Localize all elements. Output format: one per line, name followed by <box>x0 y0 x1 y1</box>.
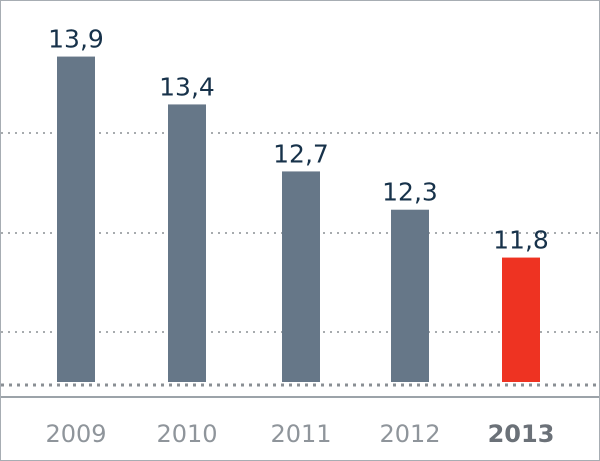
value-labels: 13,9 13,4 12,7 12,3 11,8 <box>48 25 549 255</box>
tick-label-2012: 2012 <box>379 420 440 448</box>
value-label-2010: 13,4 <box>159 72 215 101</box>
value-label-2012: 12,3 <box>382 178 438 207</box>
tick-label-2010: 2010 <box>156 420 217 448</box>
bar-2010 <box>168 104 206 382</box>
bar-2011 <box>282 171 320 382</box>
x-axis-tick-labels: 2009 2010 2011 2012 2013 <box>45 420 554 448</box>
bar-2012 <box>391 209 429 382</box>
value-label-2013: 11,8 <box>493 226 549 255</box>
tick-label-2013: 2013 <box>488 420 555 448</box>
bars <box>57 56 540 382</box>
tick-label-2009: 2009 <box>45 420 106 448</box>
grid-lines <box>1 132 599 398</box>
bar-2013 <box>502 257 540 382</box>
value-label-2009: 13,9 <box>48 25 104 54</box>
bar-2009 <box>57 56 95 382</box>
tick-label-2011: 2011 <box>270 420 331 448</box>
value-label-2011: 12,7 <box>273 139 329 168</box>
